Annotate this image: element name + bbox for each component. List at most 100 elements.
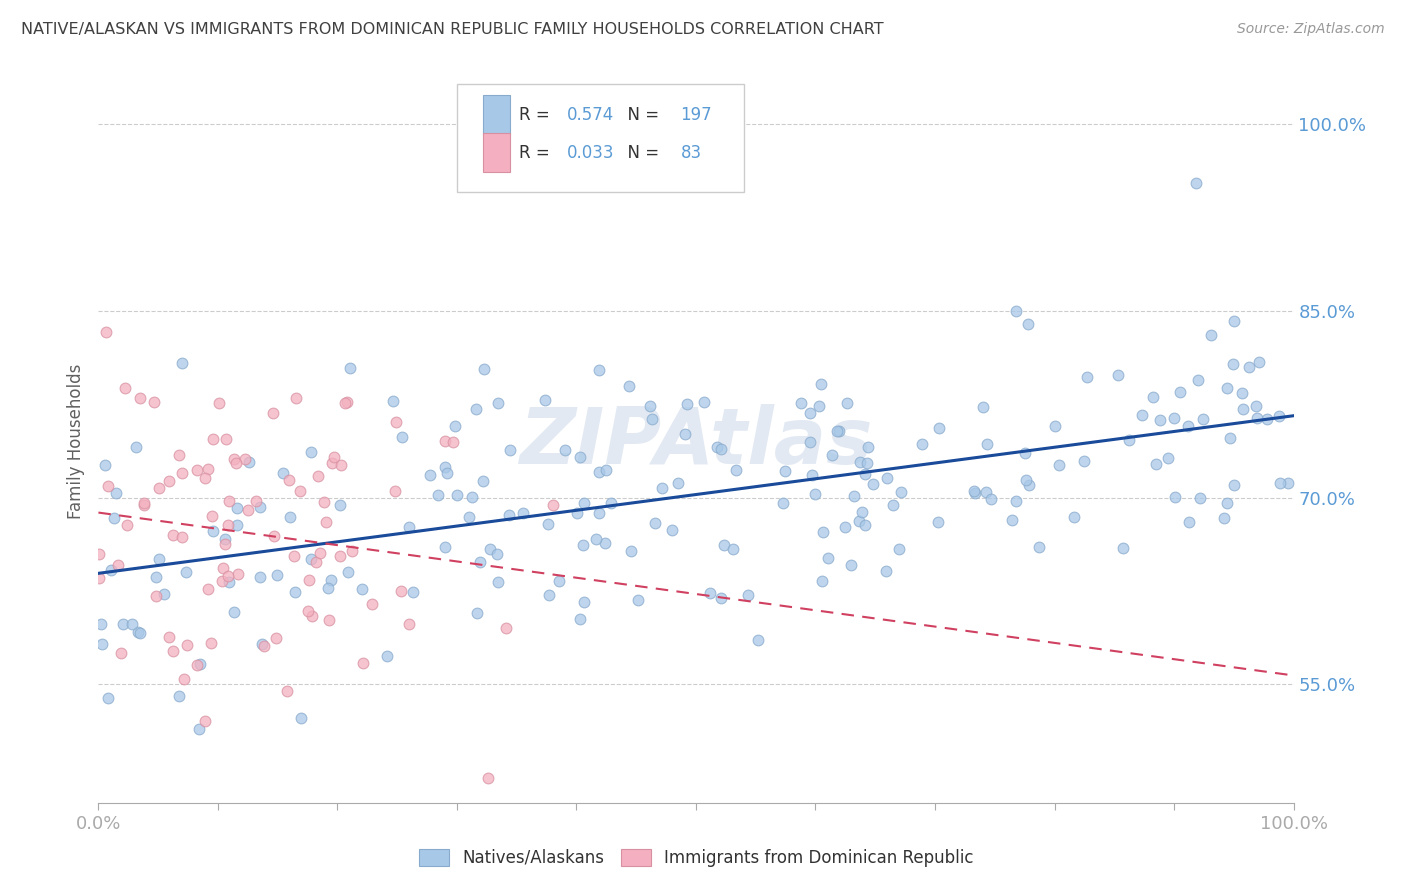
Point — [693, 395, 716, 409]
Point — [398, 519, 420, 533]
Point — [1256, 412, 1278, 426]
Point — [285, 391, 308, 405]
Point — [1164, 490, 1187, 504]
Point — [96, 325, 118, 339]
Point — [1170, 385, 1192, 400]
Point — [186, 657, 208, 672]
Point — [1223, 313, 1246, 327]
Point — [316, 581, 339, 595]
Point — [197, 582, 219, 597]
Point — [238, 455, 260, 469]
Point — [1028, 540, 1050, 554]
Point — [124, 440, 146, 454]
Point — [188, 723, 211, 737]
Point — [90, 617, 112, 632]
FancyBboxPatch shape — [484, 95, 509, 135]
Point — [534, 393, 557, 408]
Point — [853, 467, 876, 481]
Point — [1249, 355, 1271, 369]
Point — [1157, 451, 1180, 466]
Point — [157, 474, 180, 488]
Point — [110, 646, 132, 660]
Point — [862, 477, 884, 491]
Point — [233, 451, 256, 466]
Point — [128, 391, 150, 405]
Point — [928, 420, 950, 434]
Point — [651, 481, 673, 495]
Point — [214, 533, 236, 547]
Point — [225, 456, 247, 470]
Point — [103, 510, 125, 524]
Text: 197: 197 — [681, 106, 711, 124]
Point — [226, 501, 249, 516]
Point — [773, 463, 796, 477]
Point — [333, 396, 356, 410]
Point — [617, 378, 640, 392]
Point — [627, 592, 650, 607]
Point — [676, 397, 699, 411]
Point — [1144, 458, 1167, 472]
Point — [876, 470, 898, 484]
Point — [148, 481, 170, 495]
Point — [319, 573, 342, 587]
Point — [1277, 475, 1299, 490]
Point — [208, 396, 231, 410]
Point — [276, 684, 298, 698]
Point — [226, 518, 249, 533]
Point — [567, 506, 589, 520]
Point — [644, 516, 666, 531]
Point — [398, 616, 420, 631]
Point — [263, 529, 285, 543]
Point — [588, 465, 610, 479]
Point — [856, 440, 879, 454]
Point — [224, 605, 246, 619]
Point — [186, 463, 208, 477]
Point — [201, 524, 224, 538]
Point — [887, 541, 910, 556]
Point — [321, 456, 343, 470]
Point — [927, 515, 949, 529]
Point — [188, 657, 211, 672]
Point — [460, 490, 482, 504]
Point — [842, 489, 865, 503]
Point — [89, 547, 111, 561]
Point — [811, 524, 834, 539]
Point — [1063, 510, 1085, 524]
Point — [1219, 431, 1241, 445]
Point — [1132, 408, 1154, 422]
Point — [157, 630, 180, 644]
Point — [197, 462, 219, 476]
Text: 0.574: 0.574 — [567, 106, 614, 124]
Point — [1237, 359, 1260, 374]
Point — [963, 486, 986, 500]
Point — [1216, 381, 1239, 395]
Point — [834, 520, 856, 534]
Point — [336, 395, 359, 409]
Point — [620, 544, 643, 558]
Point — [329, 458, 352, 472]
Point — [855, 456, 877, 470]
Point — [94, 458, 117, 473]
Point — [710, 591, 733, 605]
Point — [277, 473, 299, 487]
Point — [121, 617, 143, 632]
Point — [249, 500, 271, 515]
Point — [1216, 496, 1239, 510]
Point — [457, 509, 479, 524]
Point — [1199, 327, 1222, 342]
Point — [436, 467, 458, 481]
Point — [1178, 515, 1201, 529]
Point — [1107, 368, 1129, 382]
Point — [352, 656, 374, 670]
Point — [1232, 401, 1254, 416]
Point — [222, 452, 245, 467]
Point — [801, 468, 824, 483]
Point — [638, 399, 661, 413]
Point — [433, 459, 456, 474]
Point — [837, 395, 859, 409]
Point — [848, 514, 870, 528]
Point — [772, 496, 794, 510]
Point — [194, 470, 217, 484]
Point — [145, 570, 167, 584]
Point — [641, 412, 664, 426]
